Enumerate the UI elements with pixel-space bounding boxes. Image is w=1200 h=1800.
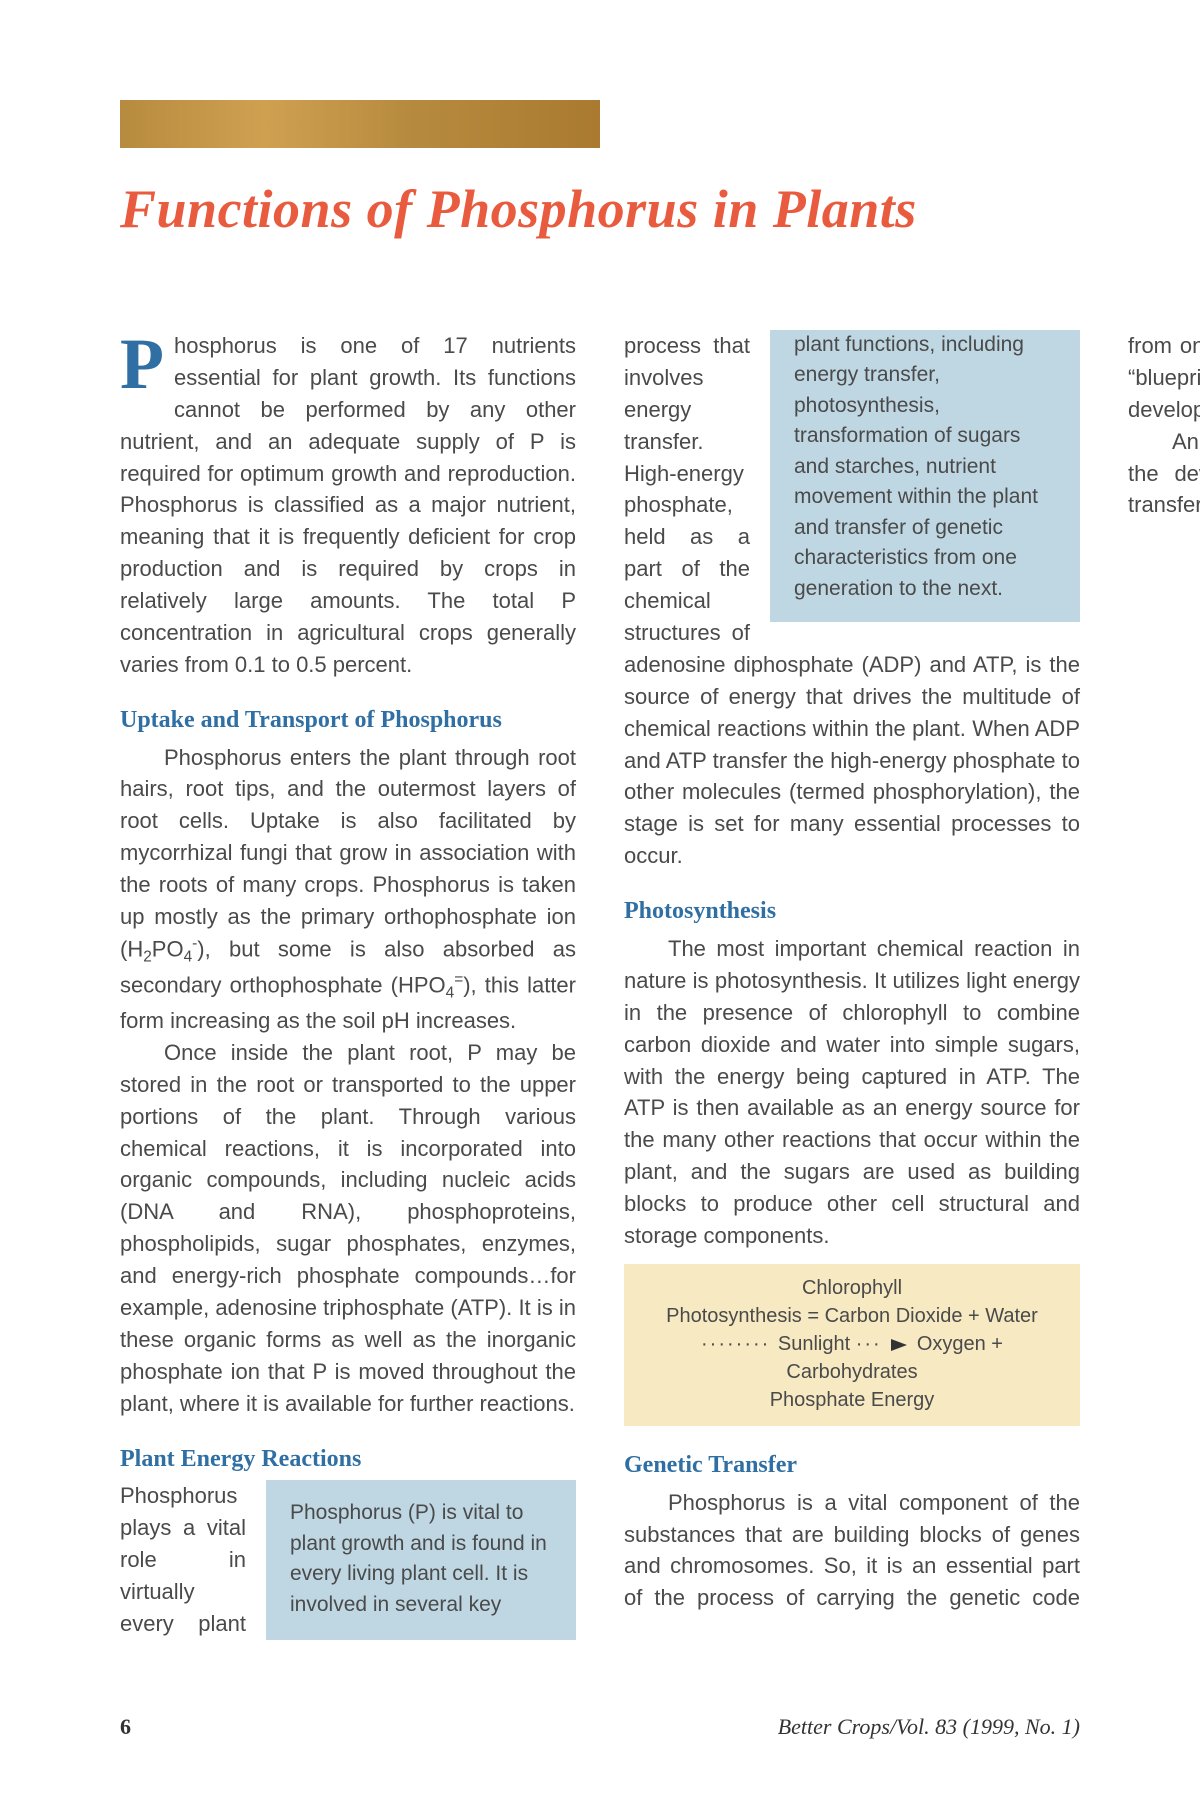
body-columns: Phosphorus is one of 17 nutrients essent… [120, 330, 1080, 1640]
section-head-photo: Photosynthesis [624, 894, 1080, 929]
header-banner [120, 100, 600, 148]
uptake-p2: Once inside the plant root, P may be sto… [120, 1037, 576, 1420]
page-footer: 6 Better Crops/Vol. 83 (1999, No. 1) [120, 1714, 1080, 1740]
section-head-uptake: Uptake and Transport of Phosphorus [120, 703, 576, 738]
equation-left: Photosynthesis = Carbon Dioxide + Water [666, 1305, 1038, 1327]
drop-cap: P [120, 330, 174, 395]
footer-reference: Better Crops/Vol. 83 (1999, No. 1) [778, 1714, 1080, 1740]
genetic-p2: An adequate supply of P is essential to … [1128, 426, 1200, 522]
page-title: Functions of Phosphorus in Plants [120, 178, 1080, 240]
section-head-energy: Plant Energy Reactions [120, 1442, 576, 1477]
page-number: 6 [120, 1714, 131, 1740]
equation-top: Chlorophyll [644, 1274, 1060, 1302]
equation-bottom: Phosphate Energy [644, 1386, 1060, 1414]
photo-p1: The most important chemical reaction in … [624, 933, 1080, 1252]
photosynthesis-equation: Chlorophyll Photosynthesis = Carbon Diox… [624, 1264, 1080, 1426]
intro-text: hosphorus is one of 17 nutrients essenti… [120, 333, 576, 677]
section-head-genetic: Genetic Transfer [624, 1448, 1080, 1483]
equation-dots-1: ········ [701, 1333, 778, 1355]
uptake-p1: Phosphorus enters the plant through root… [120, 742, 576, 1037]
arrow-icon [891, 1339, 907, 1351]
equation-mid: Sunlight [778, 1333, 850, 1355]
equation-dots-2: ··· [856, 1333, 882, 1355]
intro-paragraph: Phosphorus is one of 17 nutrients essent… [120, 330, 576, 681]
